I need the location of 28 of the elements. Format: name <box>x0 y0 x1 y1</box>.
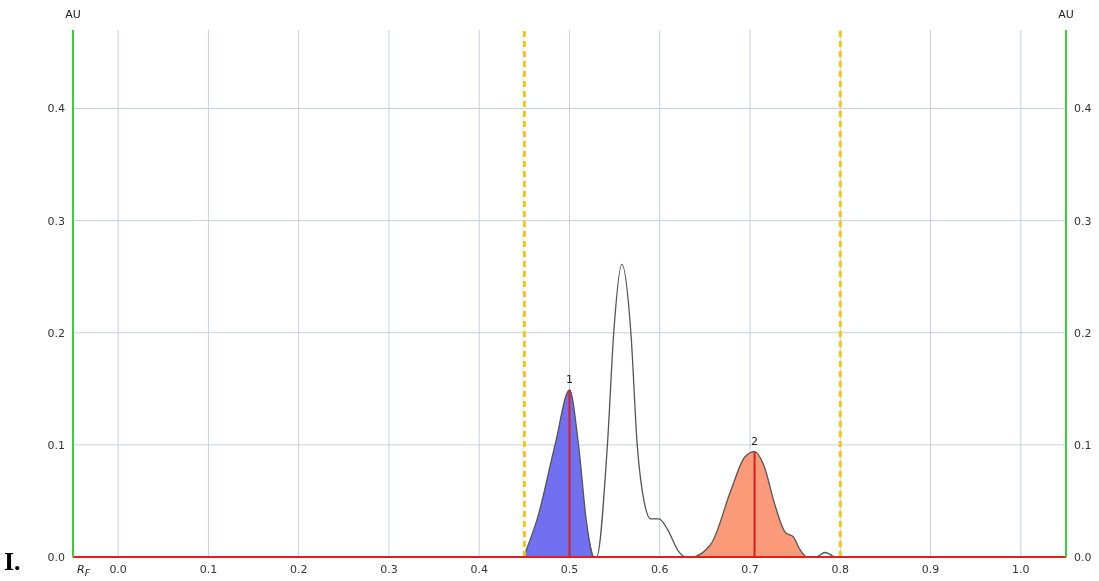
text: I. <box>4 547 21 576</box>
annotation: 1 <box>565 372 574 386</box>
x-tick-label: 0.5 <box>560 562 579 576</box>
line-series <box>522 263 835 557</box>
y-tick-label: 0.1 <box>47 438 65 452</box>
x-tick-label: 0.2 <box>289 562 308 576</box>
y-axis-title: AU <box>65 8 81 21</box>
y2-tick-label: 0.4 <box>1074 102 1092 116</box>
x-tick-label: 1.0 <box>1012 562 1030 576</box>
y2-tick-label: 0.2 <box>1074 326 1092 340</box>
y-tick-label: 0.4 <box>47 102 65 116</box>
x-tick-label: 0.4 <box>470 562 488 576</box>
x-tick-label: 0.8 <box>831 562 850 576</box>
y2-tick-label: 0.3 <box>1074 214 1092 228</box>
x-tick-label: 0.7 <box>741 562 759 576</box>
x-tick-label: 0.0 <box>109 562 127 576</box>
y2-axis-title: AU <box>1058 8 1074 21</box>
x-tick-label: 0.3 <box>380 562 398 576</box>
y2-tick-label: 0.1 <box>1074 438 1092 452</box>
y-tick-label: 0.3 <box>47 214 65 228</box>
annotation: 2 <box>750 434 760 448</box>
x-tick-label: 0.1 <box>199 562 218 576</box>
x-tick-label: 0.6 <box>651 562 669 576</box>
x-axis-title: R$_{F}$ <box>77 563 90 579</box>
y2-tick-label: 0.0 <box>1074 550 1092 564</box>
y-tick-label: 0.2 <box>47 326 65 340</box>
y-tick-label: 0.0 <box>47 550 65 564</box>
x-tick-label: 0.9 <box>921 562 940 576</box>
